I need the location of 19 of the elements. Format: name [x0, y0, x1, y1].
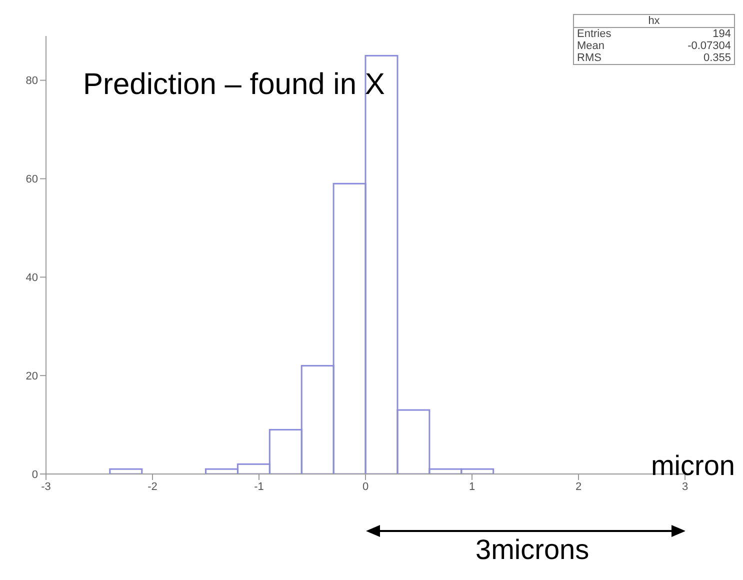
text: 3microns [476, 534, 590, 566]
y-tick-label: 0 [32, 468, 38, 481]
x-tick-label: 0 [362, 480, 369, 493]
text: Mean -0.07304 [577, 40, 731, 52]
x-axis-title: micron [650, 450, 735, 482]
y-tick-label: 40 [26, 272, 38, 284]
x-tick-label: 3 [682, 480, 688, 493]
y-tick-label: 80 [26, 75, 38, 88]
x-tick-label: -3 [41, 480, 51, 493]
x-tick-label: -2 [148, 480, 158, 493]
x-tick-label: 2 [575, 480, 582, 493]
y-tick-label: 60 [26, 174, 38, 186]
x-tick-label: -1 [254, 480, 264, 493]
annotation: Prediction – found in X [83, 68, 385, 102]
text: Entries 194 [577, 28, 731, 40]
x-tick-label: 1 [468, 480, 476, 493]
text: hx [574, 15, 734, 28]
text: RMS 0.355 [577, 52, 731, 64]
y-tick-label: 20 [26, 370, 38, 382]
